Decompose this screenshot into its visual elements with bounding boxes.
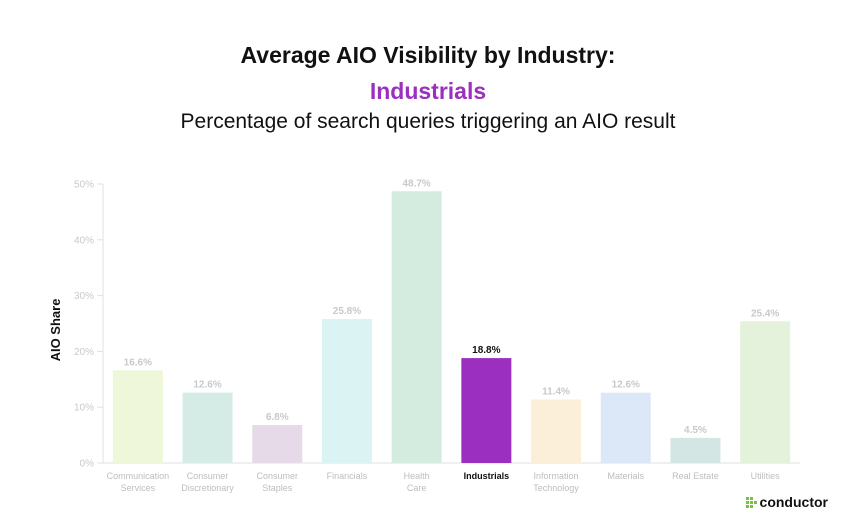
x-tick-label: Health Care <box>404 471 430 493</box>
y-tick-label: 40% <box>74 235 94 246</box>
y-tick-label: 0% <box>80 459 95 470</box>
bar-value-label: 48.7% <box>402 178 430 189</box>
category-labels: Communication Services Consumer Discretiona… <box>107 471 781 493</box>
brand-name: conductor <box>759 494 828 510</box>
y-tick-label: 10% <box>74 403 94 414</box>
bar <box>252 425 303 463</box>
conductor-logo: conductor <box>745 494 828 510</box>
bar <box>112 370 163 463</box>
bar <box>531 399 582 463</box>
x-tick-label: Consumer Staples <box>256 471 298 493</box>
x-tick-label: Utilities <box>751 471 781 481</box>
bar <box>600 392 651 463</box>
x-tick-label: Industrials <box>464 471 510 481</box>
y-axis-label: AIO Share <box>48 299 63 362</box>
bar-value-label: 12.6% <box>612 380 640 391</box>
bar <box>670 437 721 463</box>
bar <box>740 321 791 463</box>
bar-value-label: 16.6% <box>124 357 152 368</box>
chart-title: Average AIO Visibility by Industry: <box>240 42 616 68</box>
chart-subtitle: Percentage of search queries triggering … <box>180 110 676 133</box>
x-tick-label: Real Estate <box>672 471 719 481</box>
y-tick-label: 30% <box>74 291 94 302</box>
x-tick-label: Financials <box>327 471 368 481</box>
bar-value-label: 18.8% <box>472 345 500 356</box>
bars: 16.6% 12.6% 6.8% 25.8% 48.7% 18.8% 11.4% 12.6% 4… <box>112 178 791 463</box>
bar <box>182 392 233 463</box>
bar-value-label: 25.8% <box>333 306 361 317</box>
bar <box>321 319 372 463</box>
bar-value-label: 25.4% <box>751 308 779 319</box>
y-tick-label: 50% <box>74 180 94 191</box>
bar <box>391 191 442 463</box>
x-tick-label: Materials <box>607 471 644 481</box>
chart-header: Average AIO Visibility by Industry: Indu… <box>0 40 856 136</box>
y-tick-label: 20% <box>74 347 94 358</box>
bar-value-label: 11.4% <box>542 386 570 397</box>
x-tick-label: Information Technology <box>533 471 579 493</box>
highlighted-industry: Industrials <box>369 78 487 104</box>
bar-value-label: 4.5% <box>684 425 707 436</box>
x-tick-label: Communication Services <box>107 471 170 493</box>
bar-value-label: 12.6% <box>193 380 221 391</box>
x-tick-label: Consumer Discretionary <box>181 471 234 493</box>
conductor-logo-icon <box>745 496 757 508</box>
bar <box>461 358 512 463</box>
bar-value-label: 6.8% <box>266 412 289 423</box>
